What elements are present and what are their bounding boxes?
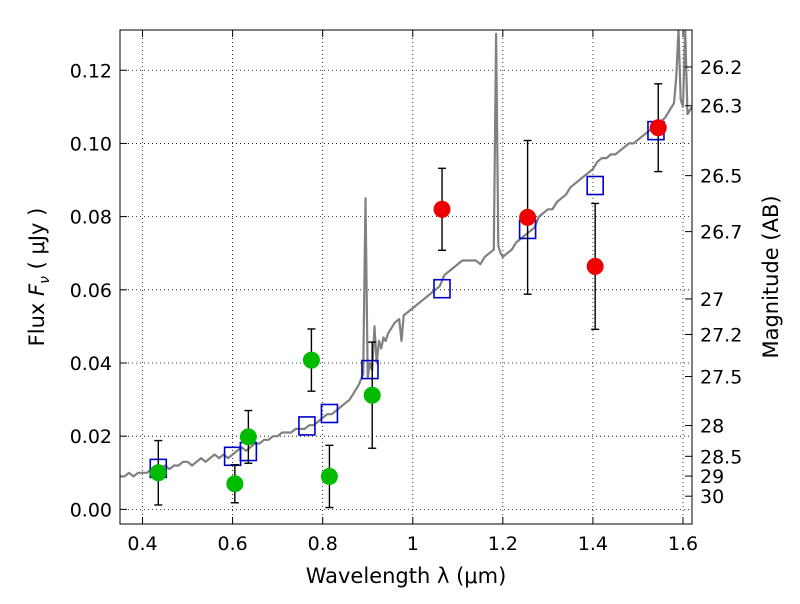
y-axis-label: Flux Fν ( μJy ) [25, 208, 53, 347]
plot-frame [119, 29, 693, 525]
model-flux-square [586, 175, 604, 196]
right-tick-label: 27.2 [700, 324, 742, 346]
y-label-units: ( μJy ) [25, 208, 49, 276]
right-tick-label: 28.5 [700, 446, 742, 468]
x-tick-label: 1.2 [488, 533, 518, 555]
x-tick-label: 0.8 [308, 533, 338, 555]
x-axis-label: Wavelength λ (μm) [306, 564, 507, 588]
y-tick-label: 0.08 [70, 207, 112, 229]
y-axis-right-label: Magnitude (AB) [759, 195, 783, 358]
x-tick-label: 0.6 [217, 533, 247, 555]
plot-area [120, 30, 692, 509]
x-tick-label: 0.4 [127, 533, 157, 555]
observed-flux-green-point [363, 386, 381, 404]
observed-flux-green-point [149, 464, 167, 482]
y-tick-label: 0.10 [70, 133, 112, 155]
observed-flux-red-point [586, 257, 604, 275]
observed-flux-green-point [302, 351, 320, 369]
model-flux-square [298, 416, 316, 436]
right-tick-label: 26.7 [700, 222, 742, 244]
right-tick-label: 27.5 [700, 367, 742, 389]
observed-flux-red-point [649, 119, 667, 137]
y-label-subscript: ν [37, 276, 53, 284]
right-tick-label: 26.5 [700, 166, 742, 188]
axes: 0.4 0.6 0.8 1 1.2 1.4 1.6 0.00 0.02 0.04 0.06 0.08 0… [70, 30, 742, 555]
y-label-symbol: F [25, 283, 49, 296]
right-tick-label: 29 [700, 466, 724, 488]
x-tick-label: 1.6 [668, 533, 698, 555]
y-tick-label: 0.02 [70, 426, 112, 448]
observed-flux-red-point [519, 208, 537, 226]
grid-lines [120, 30, 692, 524]
observed-flux-green-point [226, 475, 244, 493]
y-tick-label: 0.12 [70, 60, 112, 82]
right-tick-label: 26.2 [700, 57, 742, 79]
model-flux-square [433, 278, 451, 299]
model-spectrum-line [120, 30, 692, 478]
model-flux-square [361, 359, 379, 380]
x-tick-label: 1 [407, 533, 419, 555]
observed-flux-green-point [239, 428, 257, 446]
right-tick-label: 27 [700, 289, 724, 311]
y-tick-label: 0.06 [70, 280, 112, 302]
x-tick-label: 1.4 [578, 533, 608, 555]
right-tick-label: 28 [700, 416, 724, 438]
observed-flux-red-point [433, 200, 451, 218]
right-tick-label: 30 [700, 486, 724, 508]
right-tick-label: 26.3 [700, 96, 742, 118]
observed-flux-green-point [320, 467, 338, 485]
y-tick-label: 0.00 [70, 499, 112, 521]
y-tick-label: 0.04 [70, 353, 112, 375]
model-flux-square [320, 403, 339, 424]
